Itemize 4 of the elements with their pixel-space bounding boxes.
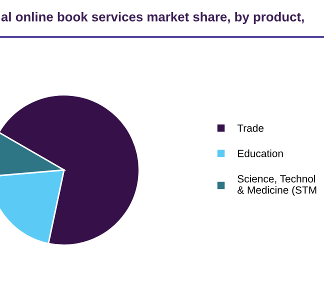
chart-title: al online book services market share, by product, [1, 12, 304, 24]
legend-label: Science, Technol & Medicine (STM [238, 174, 316, 196]
legend-label: Trade [237, 124, 264, 132]
legend-label: Education [238, 150, 283, 158]
